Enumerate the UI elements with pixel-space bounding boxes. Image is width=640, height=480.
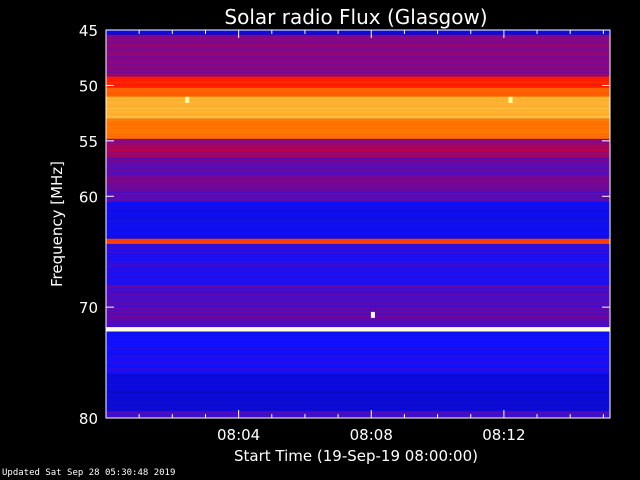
x-axis: 08:04 08:08 08:12 bbox=[105, 30, 604, 444]
y-tick-label: 80 bbox=[79, 410, 98, 428]
y-tick-label: 55 bbox=[79, 133, 98, 151]
x-axis-label: Start Time (19-Sep-19 08:00:00) bbox=[234, 447, 478, 465]
y-axis: 45 50 55 60 70 80 bbox=[79, 22, 610, 428]
x-tick-label: 08:12 bbox=[482, 426, 525, 444]
burst-spike bbox=[185, 96, 190, 103]
chart-title: Solar radio Flux (Glasgow) bbox=[224, 5, 487, 29]
plot-area bbox=[105, 29, 611, 419]
burst-spike bbox=[508, 96, 513, 103]
y-tick-label: 70 bbox=[79, 299, 98, 317]
frequency-band bbox=[106, 34, 610, 77]
x-tick-label: 08:08 bbox=[350, 426, 393, 444]
update-timestamp: Updated Sat Sep 28 05:30:48 2019 bbox=[2, 468, 176, 478]
frequency-band bbox=[106, 96, 610, 119]
plot-frame bbox=[105, 29, 611, 419]
x-tick-label: 08:04 bbox=[217, 426, 260, 444]
burst-spike bbox=[370, 311, 375, 318]
frequency-band bbox=[106, 327, 610, 332]
y-tick-label: 45 bbox=[79, 22, 98, 40]
spectrogram-texture bbox=[106, 30, 610, 417]
frequency-band bbox=[106, 238, 610, 244]
y-tick-label: 50 bbox=[79, 77, 98, 95]
y-tick-label: 60 bbox=[79, 188, 98, 206]
y-axis-label: Frequency [MHz] bbox=[48, 161, 66, 287]
